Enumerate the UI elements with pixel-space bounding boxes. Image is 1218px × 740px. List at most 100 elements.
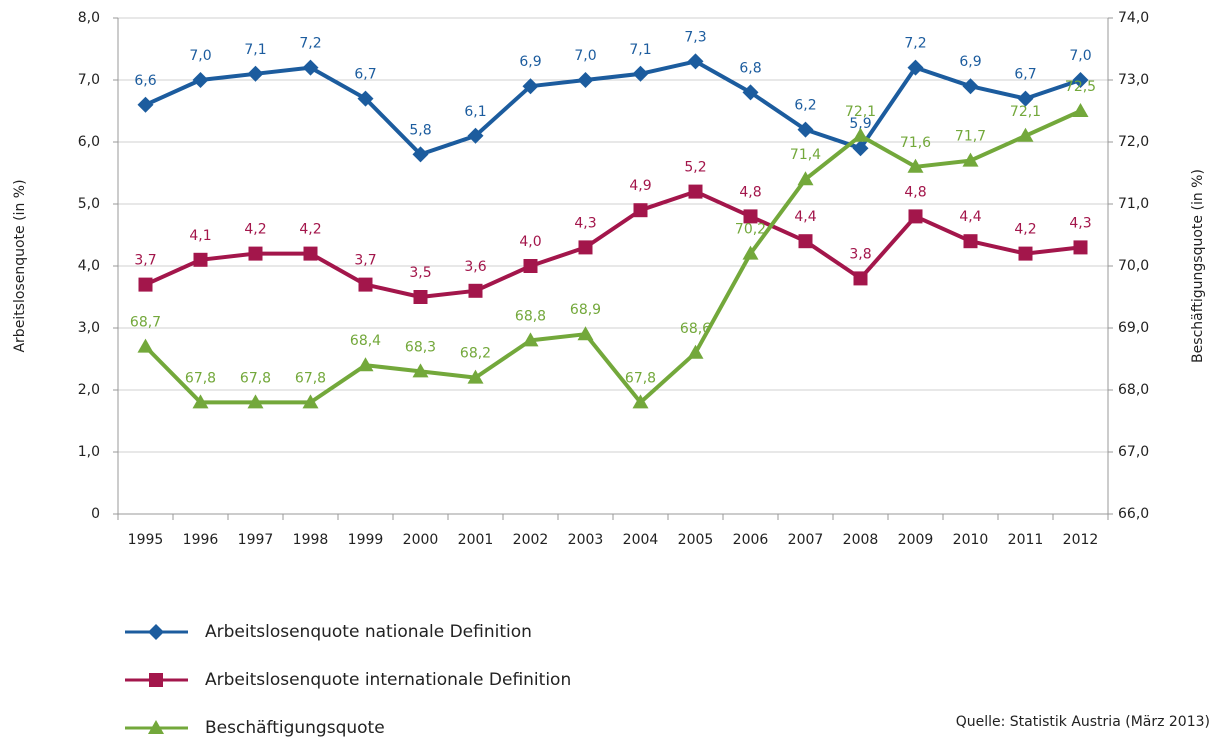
data-label: 4,0 xyxy=(519,234,541,250)
data-label: 71,6 xyxy=(900,135,931,151)
marker xyxy=(687,344,704,359)
x-tick-label: 2011 xyxy=(1008,532,1044,548)
y2-tick-label: 66,0 xyxy=(1118,506,1149,522)
marker xyxy=(852,140,869,157)
marker xyxy=(632,394,649,409)
y2-tick-label: 68,0 xyxy=(1118,382,1149,398)
data-label: 4,8 xyxy=(904,184,926,200)
x-tick-label: 1995 xyxy=(128,532,164,548)
data-label: 7,1 xyxy=(629,42,651,58)
x-tick-label: 1999 xyxy=(348,532,384,548)
y-tick-label: 7,0 xyxy=(78,72,100,88)
y-tick-label: 8,0 xyxy=(78,10,100,26)
series-line xyxy=(144,189,1081,299)
data-label: 7,0 xyxy=(189,48,211,64)
data-label: 68,2 xyxy=(460,346,491,362)
data-label: 6,7 xyxy=(354,67,376,83)
x-tick-label: 2002 xyxy=(513,532,549,548)
marker xyxy=(742,84,759,101)
data-label: 4,3 xyxy=(574,215,596,231)
data-label: 3,8 xyxy=(849,246,871,262)
y-tick-label: 0 xyxy=(91,506,100,522)
data-label: 4,1 xyxy=(189,228,211,244)
marker xyxy=(633,203,648,218)
x-tick-label: 1998 xyxy=(293,532,329,548)
x-tick-label: 2009 xyxy=(898,532,934,548)
marker xyxy=(743,209,758,224)
marker xyxy=(797,171,814,186)
marker xyxy=(523,259,538,273)
marker xyxy=(963,234,978,249)
marker xyxy=(687,53,704,70)
marker xyxy=(303,246,318,261)
data-label: 68,7 xyxy=(130,315,161,331)
x-tick-label: 2004 xyxy=(623,532,659,548)
marker xyxy=(148,624,164,640)
marker xyxy=(688,184,703,199)
marker xyxy=(1072,72,1089,88)
data-label: 67,8 xyxy=(295,370,326,386)
data-label: 4,9 xyxy=(629,178,651,194)
y2-tick-label: 70,0 xyxy=(1118,258,1149,274)
legend-label: Beschäftigungsquote xyxy=(205,718,385,738)
data-label: 67,8 xyxy=(240,370,271,386)
marker xyxy=(1072,103,1089,117)
y2-tick-label: 67,0 xyxy=(1118,444,1149,460)
data-label: 72,1 xyxy=(1010,104,1041,120)
data-label: 5,2 xyxy=(684,160,706,176)
data-label: 5,8 xyxy=(409,122,431,138)
data-label: 3,6 xyxy=(464,259,486,275)
data-label: 4,4 xyxy=(959,209,981,225)
data-label: 6,9 xyxy=(959,54,981,70)
x-tick-label: 2012 xyxy=(1063,532,1099,548)
data-label: 4,4 xyxy=(794,209,816,225)
data-label: 3,7 xyxy=(354,253,376,269)
y2-tick-label: 73,0 xyxy=(1118,72,1149,88)
data-label: 68,4 xyxy=(350,333,381,349)
data-label: 67,8 xyxy=(625,370,656,386)
data-label: 7,3 xyxy=(684,29,706,45)
data-label: 7,1 xyxy=(244,42,266,58)
marker xyxy=(137,338,154,353)
y-tick-label: 2,0 xyxy=(78,382,100,398)
data-label: 4,2 xyxy=(299,222,321,238)
data-label: 6,6 xyxy=(134,73,156,89)
marker xyxy=(467,369,484,384)
marker xyxy=(632,65,649,82)
marker xyxy=(247,65,264,82)
data-label: 72,1 xyxy=(845,104,876,120)
x-tick-label: 2008 xyxy=(843,532,879,548)
x-tick-label: 2007 xyxy=(788,532,824,548)
data-label: 3,7 xyxy=(134,253,156,269)
marker xyxy=(797,121,814,138)
marker xyxy=(1018,246,1033,261)
x-tick-label: 2003 xyxy=(568,532,604,548)
y-tick-label: 4,0 xyxy=(78,258,100,274)
marker xyxy=(413,290,428,304)
marker xyxy=(577,326,594,341)
marker xyxy=(412,146,429,163)
marker xyxy=(577,72,594,88)
data-label: 5,9 xyxy=(849,116,871,132)
marker xyxy=(907,158,924,173)
y-tick-label: 5,0 xyxy=(78,196,100,212)
marker xyxy=(138,277,153,292)
data-label: 6,8 xyxy=(739,60,761,76)
marker xyxy=(357,357,374,372)
data-label: 68,6 xyxy=(680,321,711,337)
series-line xyxy=(144,59,1082,157)
x-tick-label: 2001 xyxy=(458,532,494,548)
marker xyxy=(357,90,374,107)
marker xyxy=(522,332,539,347)
marker xyxy=(358,277,373,292)
data-label: 71,4 xyxy=(790,147,821,163)
data-label: 3,5 xyxy=(409,265,431,281)
marker xyxy=(578,240,593,255)
x-tick-label: 2000 xyxy=(403,532,439,548)
marker xyxy=(412,363,429,378)
y2-tick-label: 74,0 xyxy=(1118,10,1149,26)
marker xyxy=(247,394,264,409)
y2-tick-label: 69,0 xyxy=(1118,320,1149,336)
marker xyxy=(192,394,209,409)
